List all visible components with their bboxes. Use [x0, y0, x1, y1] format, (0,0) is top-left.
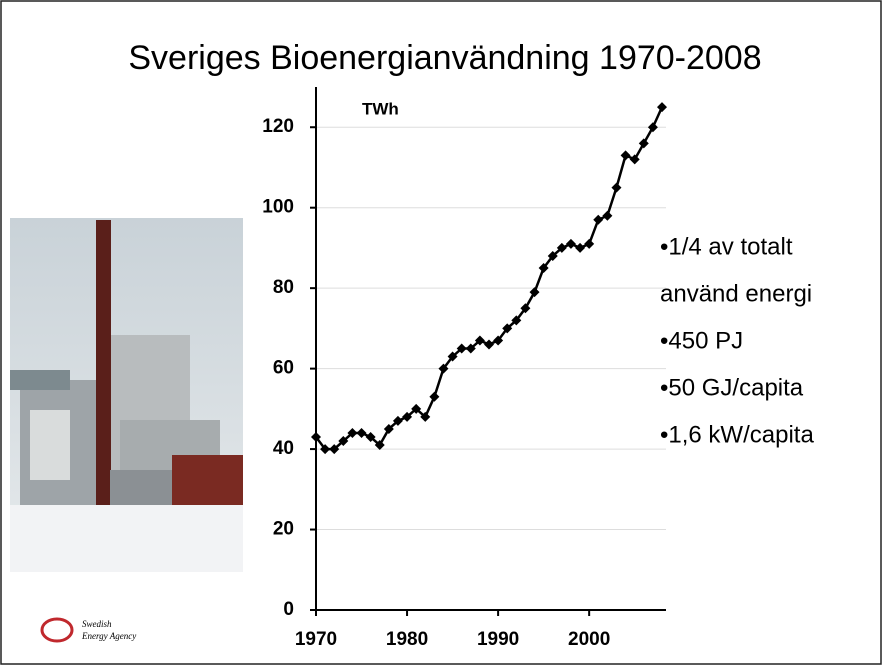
data-point	[593, 214, 604, 225]
photo	[10, 218, 243, 572]
data-point	[411, 403, 422, 414]
data-point	[611, 182, 622, 193]
x-tick-label: 2000	[568, 629, 610, 650]
data-point	[584, 238, 595, 249]
bullet-text: •450 PJ	[660, 327, 743, 354]
data-point	[392, 415, 403, 426]
logo: Swedish Energy Agency	[40, 617, 136, 643]
data-point	[311, 432, 321, 443]
logo-text: Swedish	[82, 619, 112, 629]
y-tick-label: 20	[273, 519, 294, 540]
data-point	[511, 315, 522, 326]
data-point	[474, 335, 485, 346]
data-point	[456, 343, 467, 354]
bullet-text: •1/4 av totalt	[660, 233, 793, 260]
chart-title: Sveriges Bioenergianvändning 1970-2008	[128, 39, 761, 77]
y-axis-label: TWh	[362, 99, 399, 118]
data-point	[657, 102, 667, 113]
data-point	[502, 323, 513, 334]
data-point	[493, 335, 504, 346]
data-point	[465, 343, 476, 354]
data-point	[556, 242, 567, 253]
data-point	[383, 423, 394, 434]
data-point	[374, 440, 385, 451]
x-tick-label: 1970	[295, 629, 337, 650]
logo-text: Energy Agency	[81, 631, 136, 641]
y-tick-label: 40	[273, 438, 294, 459]
data-point	[547, 250, 558, 261]
y-tick-label: 80	[273, 277, 294, 298]
y-tick-label: 60	[273, 358, 294, 379]
data-point	[629, 154, 640, 165]
data-point	[602, 210, 613, 221]
data-point	[356, 427, 367, 438]
data-point	[529, 287, 540, 298]
data-point	[647, 122, 658, 133]
bullet-text: använd energi	[660, 280, 812, 307]
data-point	[429, 391, 440, 402]
logo-mark	[40, 617, 74, 643]
y-tick-label: 0	[283, 599, 294, 620]
data-point	[438, 363, 449, 374]
y-tick-label: 120	[262, 116, 294, 137]
data-point	[520, 303, 531, 314]
x-tick-label: 1990	[477, 629, 519, 650]
y-tick-label: 100	[262, 197, 294, 218]
data-point	[329, 444, 340, 455]
data-point	[347, 427, 358, 438]
x-tick-label: 1980	[386, 629, 428, 650]
data-point	[620, 150, 631, 161]
data-point	[575, 242, 586, 253]
data-point	[484, 339, 494, 350]
bullet-text: •1,6 kW/capita	[660, 421, 814, 448]
bullet-text: •50 GJ/capita	[660, 374, 804, 401]
data-point	[320, 444, 331, 455]
data-point	[338, 436, 349, 447]
data-point	[565, 238, 576, 249]
data-point	[365, 432, 376, 443]
data-point	[402, 411, 413, 422]
data-point	[638, 138, 649, 149]
data-point	[420, 411, 431, 422]
data-point	[538, 263, 549, 274]
data-point	[447, 351, 458, 362]
